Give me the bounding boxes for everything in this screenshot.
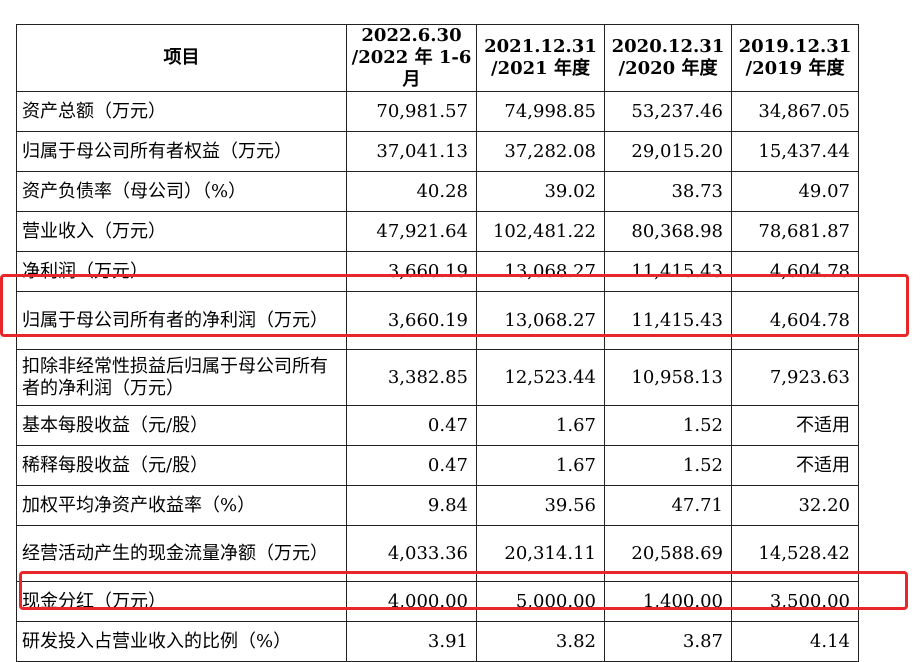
row-value: 5,000.00	[476, 581, 605, 622]
row-value: 102,481.22	[476, 211, 605, 252]
row-label: 现金分红（万元）	[16, 581, 347, 622]
row-value: 34,867.05	[731, 91, 859, 132]
row-value: 15,437.44	[731, 131, 859, 172]
row-value: 53,237.46	[604, 91, 732, 132]
row-value: 74,998.85	[476, 91, 605, 132]
row-label: 资产总额（万元）	[16, 91, 347, 132]
row-value: 4,604.78	[731, 291, 859, 350]
row-value: 3,660.19	[346, 291, 477, 350]
row-value: 47,921.64	[346, 211, 477, 252]
table-row: 稀释每股收益（元/股） 0.47 1.67 1.52 不适用	[16, 445, 859, 486]
header-2020: 2020.12.31/2020 年度	[604, 24, 732, 92]
row-value: 32.20	[731, 485, 859, 526]
row-value: 1.52	[604, 445, 732, 486]
row-label: 归属于母公司所有者权益（万元）	[16, 131, 347, 172]
row-value: 37,041.13	[346, 131, 477, 172]
table-row: 归属于母公司所有者的净利润（万元） 3,660.19 13,068.27 11,415…	[16, 291, 859, 350]
row-value: 3.82	[476, 621, 605, 662]
row-value: 38.73	[604, 171, 732, 212]
row-value: 0.47	[346, 405, 477, 446]
table-row: 扣除非经常性损益后归属于母公司所有者的净利润（万元） 3,382.85 12,523…	[16, 349, 859, 406]
table-row: 研发投入占营业收入的比例（%） 3.91 3.82 3.87 4.14	[16, 621, 859, 662]
row-value: 3,500.00	[731, 581, 859, 622]
financial-table-wrapper: 项目 2022.6.30/2022 年 1-6 月 2021.12.31/202…	[16, 24, 859, 662]
row-value: 0.47	[346, 445, 477, 486]
row-label: 归属于母公司所有者的净利润（万元）	[16, 291, 347, 350]
header-2022h1: 2022.6.30/2022 年 1-6 月	[346, 24, 477, 92]
row-value: 4,000.00	[346, 581, 477, 622]
row-value: 3.87	[604, 621, 732, 662]
row-value: 9.84	[346, 485, 477, 526]
row-value: 10,958.13	[604, 349, 732, 406]
row-value: 7,923.63	[731, 349, 859, 406]
row-value: 39.02	[476, 171, 605, 212]
row-value: 40.28	[346, 171, 477, 212]
row-value: 70,981.57	[346, 91, 477, 132]
row-value: 1.52	[604, 405, 732, 446]
row-value: 80,368.98	[604, 211, 732, 252]
row-value: 3,382.85	[346, 349, 477, 406]
header-2019: 2019.12.31/2019 年度	[731, 24, 859, 92]
row-value: 不适用	[731, 445, 859, 486]
row-label: 资产负债率（母公司）（%）	[16, 171, 347, 212]
row-value: 13,068.27	[476, 291, 605, 350]
row-value: 49.07	[731, 171, 859, 212]
row-value: 3.91	[346, 621, 477, 662]
table-row: 现金分红（万元） 4,000.00 5,000.00 1,400.00 3,500.00	[16, 581, 859, 622]
highlight-box-net-profit	[0, 274, 909, 337]
table-row: 加权平均净资产收益率（%） 9.84 39.56 47.71 32.20	[16, 485, 859, 526]
row-value: 1,400.00	[604, 581, 732, 622]
row-value: 37,282.08	[476, 131, 605, 172]
table-row: 营业收入（万元） 47,921.64 102,481.22 80,368.98 78,6…	[16, 211, 859, 252]
row-value: 39.56	[476, 485, 605, 526]
row-label: 扣除非经常性损益后归属于母公司所有者的净利润（万元）	[16, 349, 347, 406]
row-value: 1.67	[476, 405, 605, 446]
row-value: 12,523.44	[476, 349, 605, 406]
header-row: 项目 2022.6.30/2022 年 1-6 月 2021.12.31/202…	[16, 24, 859, 92]
row-label: 研发投入占营业收入的比例（%）	[16, 621, 347, 662]
table-row: 归属于母公司所有者权益（万元） 37,041.13 37,282.08 29,015.…	[16, 131, 859, 172]
row-value: 78,681.87	[731, 211, 859, 252]
row-value: 11,415.43	[604, 291, 732, 350]
row-value: 29,015.20	[604, 131, 732, 172]
header-2021: 2021.12.31/2021 年度	[476, 24, 605, 92]
row-value: 4.14	[731, 621, 859, 662]
row-label: 营业收入（万元）	[16, 211, 347, 252]
table-row: 资产总额（万元） 70,981.57 74,998.85 53,237.46 34,86…	[16, 91, 859, 132]
financial-summary-table: 项目 2022.6.30/2022 年 1-6 月 2021.12.31/202…	[16, 24, 859, 662]
row-label: 加权平均净资产收益率（%）	[16, 485, 347, 526]
row-value: 1.67	[476, 445, 605, 486]
row-value: 不适用	[731, 405, 859, 446]
header-item: 项目	[16, 24, 347, 92]
highlight-box-cash-dividend	[19, 571, 908, 610]
row-label: 基本每股收益（元/股）	[16, 405, 347, 446]
row-label: 稀释每股收益（元/股）	[16, 445, 347, 486]
table-row: 资产负债率（母公司）（%） 40.28 39.02 38.73 49.07	[16, 171, 859, 212]
table-row: 基本每股收益（元/股） 0.47 1.67 1.52 不适用	[16, 405, 859, 446]
row-value: 47.71	[604, 485, 732, 526]
